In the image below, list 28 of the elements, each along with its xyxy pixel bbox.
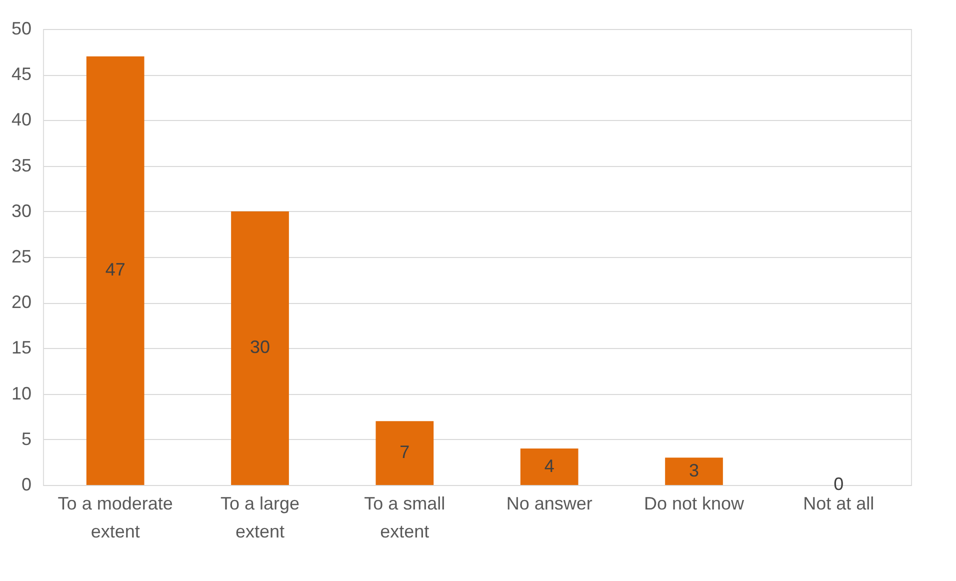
- x-tick-label: To a small extent: [364, 494, 446, 542]
- y-tick-label: 10: [11, 383, 32, 404]
- y-tick-label: 40: [11, 110, 32, 130]
- bar: [665, 458, 723, 485]
- y-tick-label: 45: [11, 64, 32, 84]
- x-tick-label: To a large extent: [220, 494, 300, 542]
- x-tick-label: To a moderate extent: [58, 494, 173, 542]
- x-tick-label: Not at all: [803, 494, 874, 514]
- data-label: 30: [250, 337, 270, 358]
- y-tick-label: 30: [11, 200, 32, 221]
- bar: [376, 421, 434, 485]
- data-label: 47: [105, 260, 126, 280]
- data-label: 7: [400, 442, 410, 462]
- y-tick-label: 0: [21, 474, 32, 494]
- y-tick-label: 5: [21, 428, 32, 449]
- y-tick-label: 50: [11, 18, 32, 38]
- y-tick-label: 35: [11, 155, 32, 176]
- x-tick-label: Do not know: [644, 494, 746, 514]
- data-label: 4: [544, 456, 554, 476]
- bar: [231, 211, 289, 485]
- data-label: 3: [688, 460, 700, 480]
- y-tick-label: 15: [11, 338, 32, 358]
- y-tick-label: 25: [11, 246, 32, 266]
- y-tick-label: 20: [11, 292, 32, 312]
- bar: [520, 448, 578, 485]
- bar: [86, 56, 144, 485]
- x-tick-label: No answer: [506, 494, 592, 514]
- data-label: 0: [834, 474, 844, 494]
